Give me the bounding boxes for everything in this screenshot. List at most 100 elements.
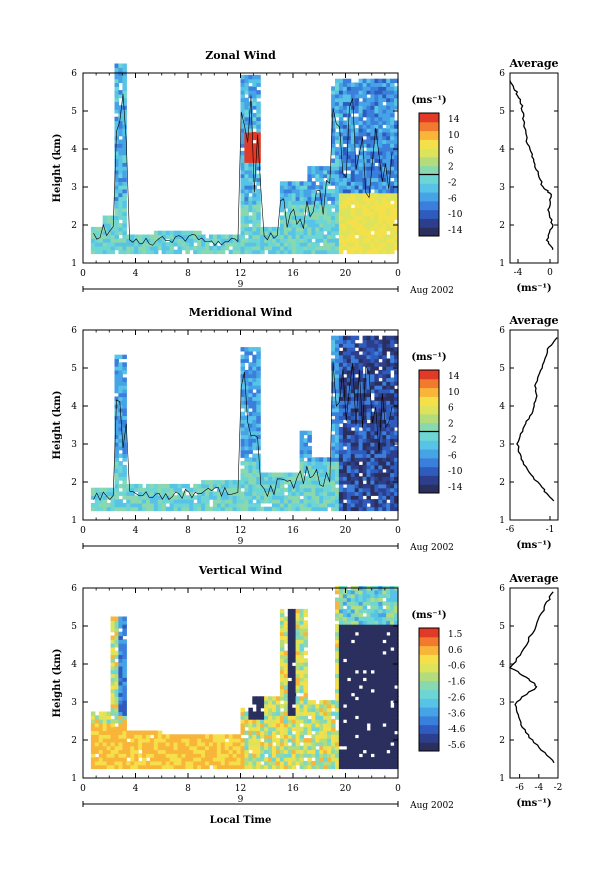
heatmap-cell xyxy=(331,719,336,724)
heatmap-cell xyxy=(283,764,289,770)
heatmap-cell xyxy=(374,442,379,447)
heatmap-cell xyxy=(122,627,127,633)
heatmap-cell xyxy=(283,499,289,504)
heatmap-cell xyxy=(378,696,383,701)
heatmap-cell xyxy=(374,738,379,743)
heatmap-cell xyxy=(303,499,308,504)
heatmap-cell xyxy=(169,764,175,770)
heatmap-cell xyxy=(122,204,127,209)
heatmap-cell xyxy=(114,457,119,462)
heatmap-cell xyxy=(386,249,391,255)
heatmap-cell xyxy=(256,707,261,713)
heatmap-cell xyxy=(122,616,127,621)
heatmap-cell xyxy=(386,223,391,228)
heatmap-cell xyxy=(315,461,320,466)
heatmap-cell xyxy=(260,483,265,489)
heatmap-cell xyxy=(378,347,383,352)
heatmap-cell xyxy=(382,684,387,690)
heatmap-cell xyxy=(370,131,375,137)
heatmap-cell xyxy=(287,658,293,663)
heatmap-cell xyxy=(134,506,139,512)
heatmap-cell xyxy=(264,703,269,709)
heatmap-cell xyxy=(252,366,257,371)
heatmap-cell xyxy=(362,593,368,599)
heatmap-cell xyxy=(366,173,371,179)
heatmap-cell xyxy=(335,396,340,401)
heatmap-cell xyxy=(232,495,238,500)
heatmap-cell xyxy=(382,223,387,228)
heatmap-cell xyxy=(374,696,379,701)
heatmap-cell xyxy=(307,245,312,251)
heatmap-cell xyxy=(338,128,344,133)
heatmap-cell xyxy=(173,757,179,762)
heatmap-cell xyxy=(106,245,112,251)
average-frame xyxy=(509,72,559,264)
heatmap-cell xyxy=(252,369,257,375)
heatmap-cell xyxy=(189,753,194,758)
heatmap-cell xyxy=(138,245,143,251)
heatmap-cell xyxy=(287,734,293,739)
heatmap-cell xyxy=(102,757,108,762)
heatmap-cell xyxy=(370,445,375,451)
heatmap-cell xyxy=(362,404,368,409)
heatmap-cell xyxy=(185,745,190,751)
heatmap-cell xyxy=(358,245,364,251)
heatmap-cell xyxy=(327,499,332,504)
heatmap-cell xyxy=(366,654,371,659)
heatmap-cell xyxy=(232,760,238,766)
heatmap-cell xyxy=(382,93,387,99)
heatmap-cell xyxy=(275,745,281,751)
heatmap-cell xyxy=(378,385,383,390)
heatmap-cell xyxy=(394,143,399,148)
heatmap-cell xyxy=(307,226,312,232)
heatmap-cell xyxy=(374,654,379,659)
heatmap-cell xyxy=(366,143,371,148)
heatmap-cell xyxy=(394,487,399,493)
heatmap-cell xyxy=(346,480,352,485)
heatmap-cell xyxy=(122,688,127,694)
heatmap-cell xyxy=(358,215,364,220)
heatmap-cell xyxy=(248,207,253,213)
heatmap-cell xyxy=(197,249,202,255)
heatmap-cell xyxy=(382,105,387,110)
heatmap-cell xyxy=(102,249,108,255)
heatmap-cell xyxy=(338,204,344,209)
heatmap-cell xyxy=(362,112,368,118)
heatmap-cell xyxy=(378,753,383,758)
heatmap-cell xyxy=(338,688,344,694)
heatmap-cell xyxy=(252,715,257,720)
heatmap-cell xyxy=(370,415,375,420)
heatmap-cell xyxy=(390,362,395,367)
heatmap-cell xyxy=(335,457,340,462)
heatmap-cell xyxy=(319,196,324,201)
heatmap-cell xyxy=(327,734,332,739)
heatmap-cell xyxy=(338,757,344,762)
heatmap-cell xyxy=(303,234,308,239)
heatmap-cell xyxy=(366,177,371,182)
heatmap-cell xyxy=(197,753,202,758)
heatmap-cell xyxy=(382,162,387,167)
heatmap-cell xyxy=(338,97,344,103)
heatmap-cell xyxy=(315,185,320,190)
heatmap-cell xyxy=(338,681,344,686)
heatmap-cell xyxy=(244,238,249,243)
heatmap-cell xyxy=(114,654,119,659)
heatmap-cell xyxy=(366,97,371,103)
heatmap-cell xyxy=(216,753,222,758)
heatmap-cell xyxy=(252,487,257,493)
heatmap-cell xyxy=(342,215,348,220)
heatmap-cell xyxy=(370,627,375,633)
heatmap-cell xyxy=(342,681,348,686)
heatmap-cell xyxy=(185,749,190,754)
heatmap-cell xyxy=(331,377,336,382)
heatmap-cell xyxy=(335,385,340,390)
heatmap-cell xyxy=(382,719,387,724)
heatmap-cell xyxy=(370,589,375,595)
heatmap-cell xyxy=(212,757,218,762)
heatmap-cell xyxy=(228,495,234,500)
heatmap-cell xyxy=(299,688,305,694)
heatmap-cell xyxy=(118,392,123,398)
heatmap-cell xyxy=(118,684,123,690)
heatmap-cell xyxy=(362,449,368,455)
heatmap-cell xyxy=(382,703,387,709)
